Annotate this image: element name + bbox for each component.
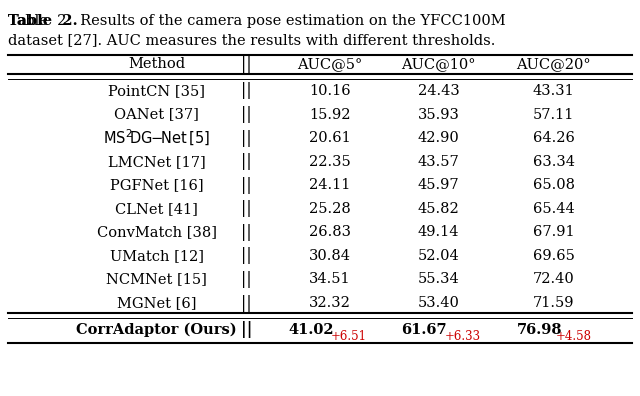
Text: ||: || <box>241 106 252 123</box>
Text: MGNet [6]: MGNet [6] <box>117 296 196 310</box>
Text: ConvMatch [38]: ConvMatch [38] <box>97 225 217 239</box>
Text: 35.93: 35.93 <box>417 108 460 122</box>
Text: 76.98: 76.98 <box>516 323 563 337</box>
Text: $\mathrm{MS}^2\!\mathrm{DG\!\!-\!\!Net\,[5]}$: $\mathrm{MS}^2\!\mathrm{DG\!\!-\!\!Net\,… <box>103 128 211 148</box>
Text: 41.02: 41.02 <box>289 323 335 337</box>
Text: 69.65: 69.65 <box>532 249 575 263</box>
Text: ||: || <box>241 177 252 194</box>
Text: 34.51: 34.51 <box>308 272 351 286</box>
Text: ||: || <box>241 56 252 72</box>
Text: 20.61: 20.61 <box>308 131 351 145</box>
Text: 32.32: 32.32 <box>308 296 351 310</box>
Text: 26.83: 26.83 <box>308 225 351 239</box>
Text: 24.43: 24.43 <box>417 84 460 98</box>
Text: 63.34: 63.34 <box>532 155 575 169</box>
Text: 25.28: 25.28 <box>308 202 351 216</box>
Text: LMCNet [17]: LMCNet [17] <box>108 155 205 169</box>
Text: ||: || <box>241 153 252 170</box>
Text: AUC@10°: AUC@10° <box>401 57 476 71</box>
Text: ||: || <box>241 248 252 265</box>
Text: 45.82: 45.82 <box>417 202 460 216</box>
Text: 15.92: 15.92 <box>309 108 350 122</box>
Text: ||: || <box>241 271 252 288</box>
Text: 10.16: 10.16 <box>308 84 351 98</box>
Text: Table  2.  Results of the camera pose estimation on the YFCC100M: Table 2. Results of the camera pose esti… <box>8 14 506 28</box>
Text: 55.34: 55.34 <box>417 272 460 286</box>
Text: Table  2.: Table 2. <box>8 14 77 28</box>
Text: PGFNet [16]: PGFNet [16] <box>110 178 204 192</box>
Text: CLNet [41]: CLNet [41] <box>115 202 198 216</box>
Text: 22.35: 22.35 <box>308 155 351 169</box>
Text: +6.33: +6.33 <box>445 330 481 343</box>
Text: 67.91: 67.91 <box>532 225 575 239</box>
Text: AUC@20°: AUC@20° <box>516 57 591 71</box>
Text: 30.84: 30.84 <box>308 249 351 263</box>
Text: 43.57: 43.57 <box>417 155 460 169</box>
Text: AUC@5°: AUC@5° <box>297 57 362 71</box>
Text: 72.40: 72.40 <box>532 272 575 286</box>
Text: 43.31: 43.31 <box>532 84 575 98</box>
Text: 52.04: 52.04 <box>417 249 460 263</box>
Text: ||: || <box>241 82 252 99</box>
Text: UMatch [12]: UMatch [12] <box>110 249 204 263</box>
Text: 42.90: 42.90 <box>417 131 460 145</box>
Text: ||: || <box>241 321 252 338</box>
Text: +4.58: +4.58 <box>556 330 592 343</box>
Text: +6.51: +6.51 <box>331 330 367 343</box>
Text: CorrAdaptor (Ours): CorrAdaptor (Ours) <box>77 323 237 337</box>
Text: 49.14: 49.14 <box>418 225 459 239</box>
Text: 53.40: 53.40 <box>417 296 460 310</box>
Text: ||: || <box>241 200 252 217</box>
Text: 64.26: 64.26 <box>532 131 575 145</box>
Text: NCMNet [15]: NCMNet [15] <box>106 272 207 286</box>
Text: 45.97: 45.97 <box>417 178 460 192</box>
Text: 24.11: 24.11 <box>309 178 350 192</box>
Text: 61.67: 61.67 <box>401 323 447 337</box>
Text: 65.44: 65.44 <box>532 202 575 216</box>
Text: Method: Method <box>128 57 186 71</box>
Text: ||: || <box>241 295 252 312</box>
Text: ||: || <box>241 224 252 241</box>
Text: 65.08: 65.08 <box>532 178 575 192</box>
Text: dataset [27]. AUC measures the results with different thresholds.: dataset [27]. AUC measures the results w… <box>8 33 495 47</box>
Text: 57.11: 57.11 <box>533 108 574 122</box>
Text: OANet [37]: OANet [37] <box>115 108 199 122</box>
Text: PointCN [35]: PointCN [35] <box>108 84 205 98</box>
Text: 71.59: 71.59 <box>533 296 574 310</box>
Text: ||: || <box>241 129 252 147</box>
